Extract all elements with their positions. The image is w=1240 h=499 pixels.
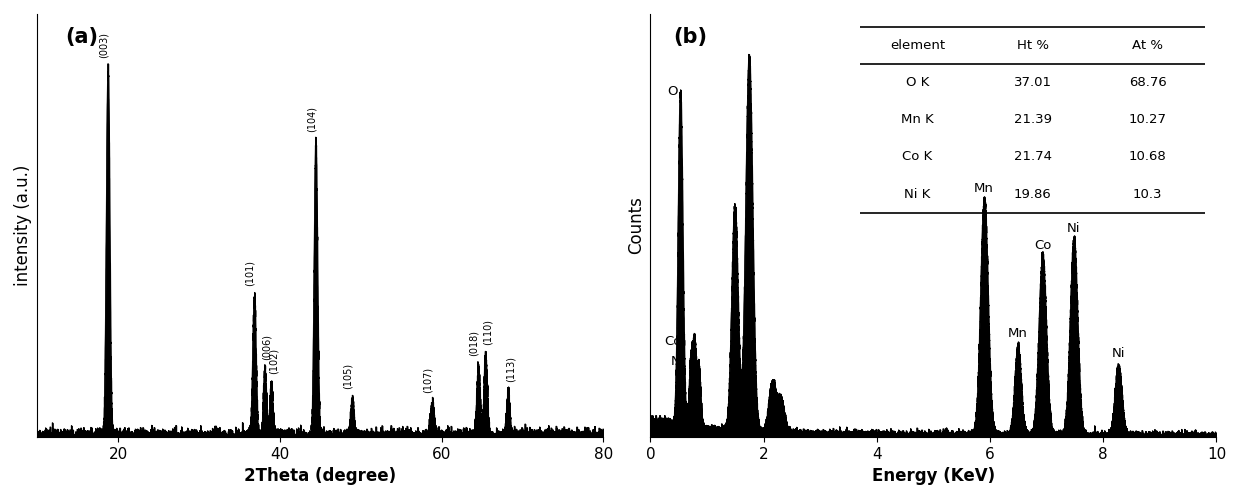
Text: Mn: Mn: [975, 182, 994, 195]
Text: (b): (b): [673, 26, 707, 46]
Y-axis label: intensity (a.u.): intensity (a.u.): [14, 165, 32, 286]
Text: (003): (003): [99, 32, 109, 58]
Text: (102): (102): [269, 348, 279, 374]
Text: Ni: Ni: [1111, 347, 1125, 360]
Text: Co: Co: [1034, 239, 1052, 251]
Text: (104): (104): [306, 106, 316, 132]
X-axis label: 2Theta (degree): 2Theta (degree): [244, 467, 397, 485]
Text: (a): (a): [66, 26, 99, 46]
Text: Ni: Ni: [671, 355, 684, 368]
Text: Co: Co: [665, 335, 682, 348]
Text: (101): (101): [246, 260, 255, 286]
Text: (110): (110): [482, 319, 492, 345]
Text: Mn: Mn: [1008, 327, 1028, 340]
X-axis label: Energy (KeV): Energy (KeV): [872, 467, 994, 485]
Text: (107): (107): [423, 367, 433, 393]
Text: (018): (018): [469, 330, 479, 356]
Text: Ni: Ni: [1066, 223, 1080, 236]
Text: (113): (113): [506, 356, 516, 382]
Text: O: O: [667, 85, 677, 98]
Text: (105): (105): [343, 363, 353, 389]
Y-axis label: Counts: Counts: [627, 197, 645, 254]
Text: (006): (006): [262, 334, 272, 360]
